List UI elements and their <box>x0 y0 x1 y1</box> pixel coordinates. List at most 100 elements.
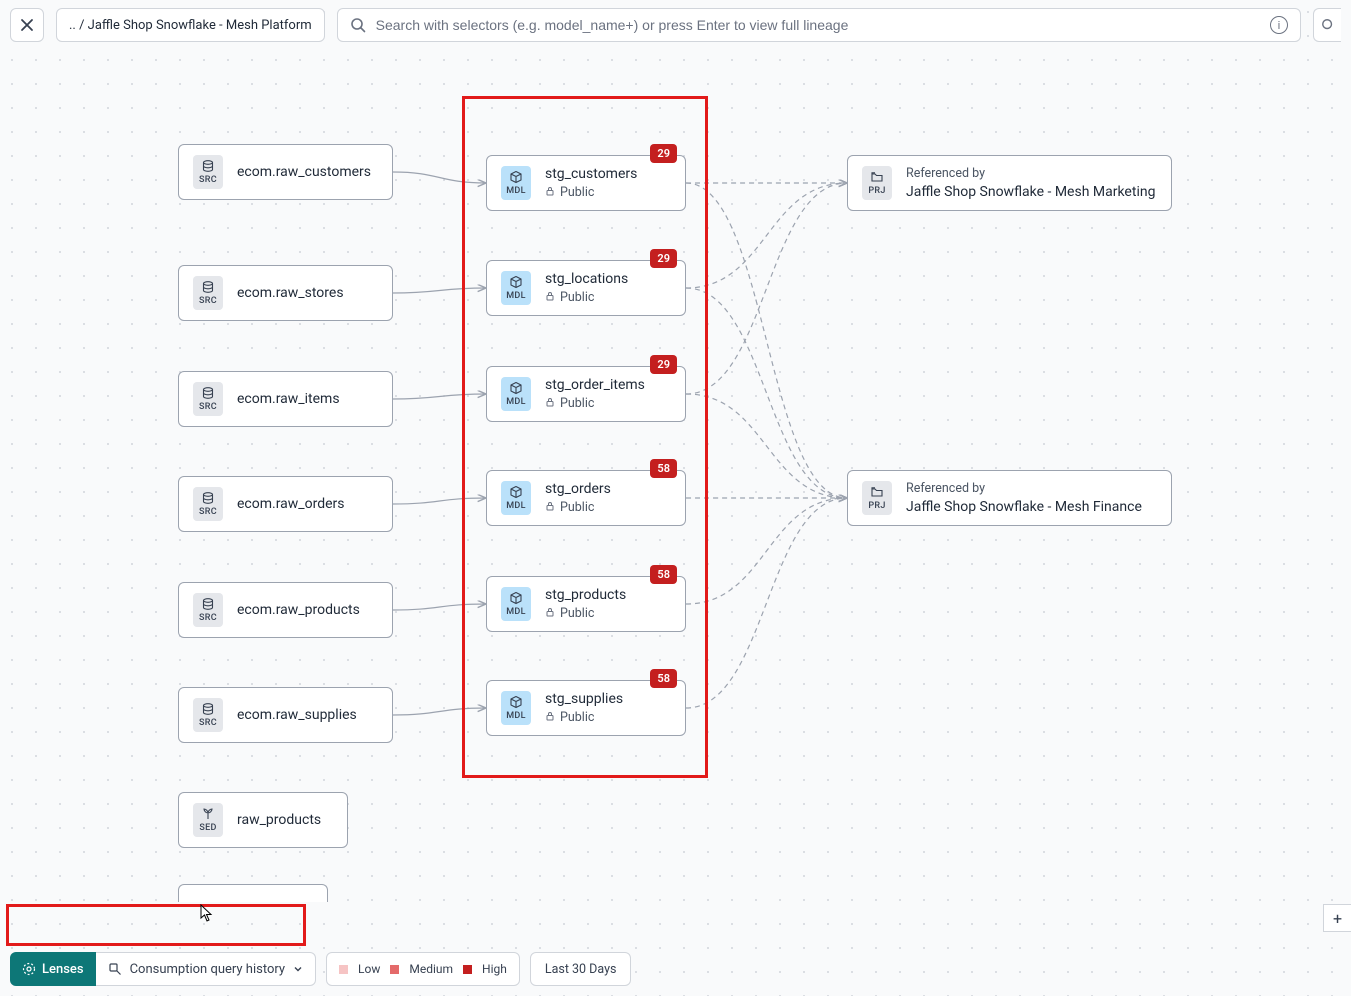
search-icon <box>350 17 366 33</box>
model-icon: MDL <box>501 587 531 621</box>
close-icon <box>20 18 34 32</box>
node-type-label: MDL <box>506 607 526 617</box>
source-node[interactable]: SRC ecom.raw_stores <box>178 265 393 321</box>
node-title: ecom.raw_orders <box>237 496 345 512</box>
node-type-label: SRC <box>199 296 217 306</box>
legend-medium-label: Medium <box>409 962 453 976</box>
search-box: i <box>337 8 1301 42</box>
search-icon <box>1321 18 1335 32</box>
model-node[interactable]: MDLstg_ordersPublic58 <box>486 470 686 526</box>
project-node[interactable]: PRJReferenced byJaffle Shop Snowflake - … <box>847 155 1172 211</box>
node-title: Jaffle Shop Snowflake - Mesh Finance <box>906 499 1142 515</box>
model-icon: MDL <box>501 481 531 515</box>
database-icon: SRC <box>193 487 223 521</box>
database-icon: SRC <box>193 382 223 416</box>
node-title: stg_order_items <box>545 377 645 393</box>
breadcrumb[interactable]: .. / Jaffle Shop Snowflake - Mesh Platfo… <box>56 8 325 42</box>
cursor-icon <box>200 904 214 926</box>
info-button[interactable]: i <box>1270 16 1288 34</box>
source-node[interactable]: SRC ecom.raw_supplies <box>178 687 393 743</box>
node-type-label: MDL <box>506 291 526 301</box>
source-node[interactable]: SRC ecom.raw_orders <box>178 476 393 532</box>
model-node[interactable]: MDLstg_suppliesPublic58 <box>486 680 686 736</box>
node-title: ecom.raw_items <box>237 391 340 407</box>
chevron-down-icon <box>293 964 303 974</box>
lenses-label: Lenses <box>42 962 84 977</box>
node-access: Public <box>545 606 626 621</box>
legend: Low Medium High <box>326 952 520 986</box>
lens-dropdown[interactable]: Consumption query history <box>96 952 316 986</box>
node-type-label: MDL <box>506 501 526 511</box>
lock-icon <box>545 710 555 725</box>
node-type-label: MDL <box>506 186 526 196</box>
node-type-label: PRJ <box>868 186 885 196</box>
model-icon: MDL <box>501 166 531 200</box>
node-title: raw_products <box>237 812 321 828</box>
seed-icon: SED <box>193 803 223 837</box>
close-button[interactable] <box>10 8 44 42</box>
bottom-toolbar: Lenses Consumption query history Low Med… <box>10 952 631 986</box>
model-node[interactable]: MDLstg_locationsPublic29 <box>486 260 686 316</box>
node-access: Public <box>545 396 645 411</box>
search-input[interactable] <box>376 17 1260 33</box>
top-bar: .. / Jaffle Shop Snowflake - Mesh Platfo… <box>0 0 1351 50</box>
database-icon: SRC <box>193 276 223 310</box>
usage-badge: 29 <box>650 144 677 163</box>
plus-icon: + <box>1333 909 1342 928</box>
info-icon: i <box>1278 19 1281 32</box>
lock-icon <box>545 396 555 411</box>
model-node[interactable]: MDLstg_customersPublic29 <box>486 155 686 211</box>
node-access: Public <box>545 185 637 200</box>
date-range-selector[interactable]: Last 30 Days <box>530 952 632 986</box>
node-access: Public <box>545 290 628 305</box>
project-icon: PRJ <box>862 481 892 515</box>
model-node[interactable]: MDLstg_productsPublic58 <box>486 576 686 632</box>
query-icon <box>108 962 122 976</box>
model-icon: MDL <box>501 271 531 305</box>
source-node[interactable]: SRC ecom.raw_customers <box>178 144 393 200</box>
model-node[interactable]: MDLstg_order_itemsPublic29 <box>486 366 686 422</box>
lenses-button[interactable]: Lenses <box>10 952 96 986</box>
node-type-label: MDL <box>506 397 526 407</box>
node-title: stg_customers <box>545 166 637 182</box>
usage-badge: 29 <box>650 249 677 268</box>
node-title: ecom.raw_customers <box>237 164 371 180</box>
node-type-label: SRC <box>199 402 217 412</box>
date-range-label: Last 30 Days <box>545 962 617 977</box>
lock-icon <box>545 606 555 621</box>
zoom-in-button[interactable]: + <box>1323 904 1351 932</box>
breadcrumb-text: .. / Jaffle Shop Snowflake - Mesh Platfo… <box>69 18 312 33</box>
node-overline: Referenced by <box>906 166 1155 181</box>
lens-selected-label: Consumption query history <box>130 962 285 977</box>
source-node[interactable]: SRC ecom.raw_items <box>178 371 393 427</box>
lens-icon <box>22 962 36 976</box>
legend-high-label: High <box>482 962 507 976</box>
database-icon: SRC <box>193 155 223 189</box>
usage-badge: 29 <box>650 355 677 374</box>
seed-node[interactable]: SED raw_products <box>178 792 348 848</box>
node-type-label: PRJ <box>868 501 885 511</box>
source-node[interactable]: SRC ecom.raw_products <box>178 582 393 638</box>
usage-badge: 58 <box>650 669 677 688</box>
usage-badge: 58 <box>650 459 677 478</box>
legend-swatch-high <box>463 965 472 974</box>
node-title: ecom.raw_supplies <box>237 707 357 723</box>
node-type-label: SRC <box>199 507 217 517</box>
node-partial[interactable] <box>178 884 328 902</box>
legend-swatch-low <box>339 965 348 974</box>
node-access: Public <box>545 500 611 515</box>
node-title: stg_products <box>545 587 626 603</box>
node-type-label: SRC <box>199 718 217 728</box>
project-node[interactable]: PRJReferenced byJaffle Shop Snowflake - … <box>847 470 1172 526</box>
node-access: Public <box>545 710 623 725</box>
lock-icon <box>545 290 555 305</box>
node-title: ecom.raw_products <box>237 602 360 618</box>
database-icon: SRC <box>193 593 223 627</box>
right-side-panel-toggle[interactable] <box>1313 8 1341 42</box>
legend-swatch-medium <box>390 965 399 974</box>
lineage-canvas[interactable]: SRCecom.raw_customersSRCecom.raw_storesS… <box>0 48 1351 996</box>
model-icon: MDL <box>501 691 531 725</box>
node-title: stg_orders <box>545 481 611 497</box>
node-title: ecom.raw_stores <box>237 285 344 301</box>
node-title: stg_supplies <box>545 691 623 707</box>
